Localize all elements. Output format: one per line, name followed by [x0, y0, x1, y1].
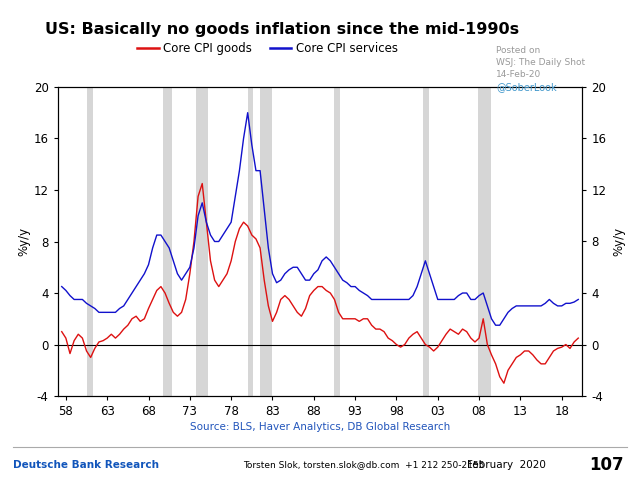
Text: 107: 107 [589, 455, 624, 474]
Y-axis label: %y/y: %y/y [612, 227, 625, 256]
Text: Source: BLS, Haver Analytics, DB Global Research: Source: BLS, Haver Analytics, DB Global … [190, 423, 450, 432]
Bar [260, 87, 271, 396]
Bar [335, 87, 340, 396]
Bar [248, 87, 253, 396]
Bar [196, 87, 208, 396]
Legend: Core CPI goods, Core CPI services: Core CPI goods, Core CPI services [132, 37, 403, 59]
Text: 14-Feb-20: 14-Feb-20 [496, 71, 541, 79]
Text: Posted on: Posted on [496, 46, 540, 55]
Text: @SoberLook: @SoberLook [496, 82, 557, 92]
Y-axis label: %y/y: %y/y [18, 227, 31, 256]
Bar [478, 87, 492, 396]
Text: WSJ: The Daily Shot: WSJ: The Daily Shot [496, 58, 585, 67]
Text: US: Basically no goods inflation since the mid-1990s: US: Basically no goods inflation since t… [45, 22, 518, 37]
Text: Torsten Slok, torsten.slok@db.com  +1 212 250-2155: Torsten Slok, torsten.slok@db.com +1 212… [243, 460, 484, 469]
Bar [423, 87, 429, 396]
Bar [163, 87, 172, 396]
Bar [86, 87, 93, 396]
Text: Deutsche Bank Research: Deutsche Bank Research [13, 460, 159, 469]
Text: February  2020: February 2020 [467, 460, 546, 469]
